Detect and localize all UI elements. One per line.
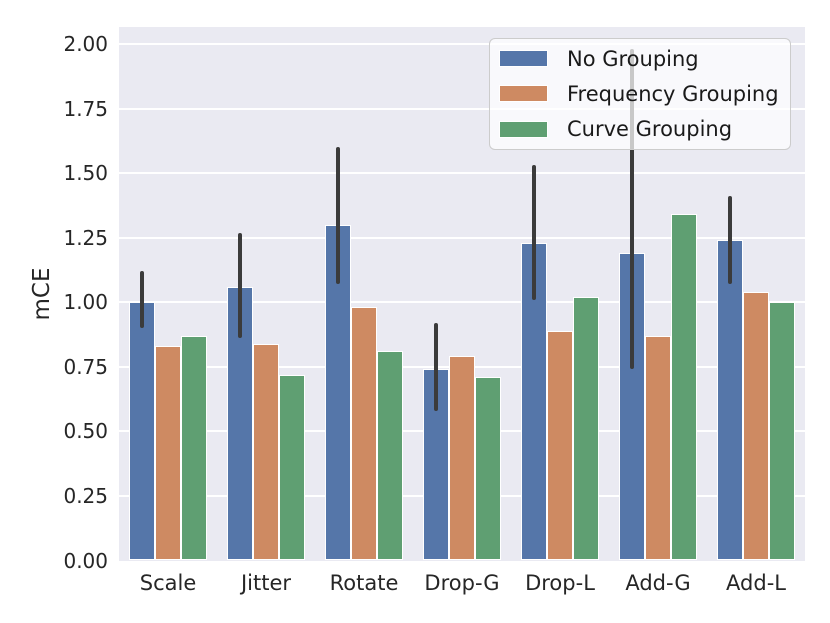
bar-drop-l-frequency-grouping [547, 330, 573, 561]
bar-scale-curve-grouping [181, 335, 208, 561]
error-bar-add-l [727, 196, 732, 285]
x-tick-label-drop-g: Drop-G [424, 570, 500, 595]
bar-add-g-curve-grouping [671, 214, 698, 561]
bar-rotate-frequency-grouping [351, 307, 377, 561]
error-bar-rotate [335, 147, 340, 285]
x-tick-label-scale: Scale [139, 570, 197, 595]
gridline [119, 107, 805, 110]
x-tick-label-rotate: Rotate [329, 570, 399, 595]
gridline [119, 236, 805, 239]
legend-swatch-icon [499, 120, 548, 138]
y-tick-label: 0.00 [63, 548, 108, 573]
bar-scale-no-grouping [128, 302, 155, 561]
y-tick-label: 0.50 [63, 419, 108, 444]
legend-label: No Grouping [567, 46, 699, 71]
x-tick-label-add-l: Add-L [726, 570, 786, 595]
bar-add-l-no-grouping [716, 240, 743, 561]
legend-label: Frequency Grouping [567, 81, 779, 106]
y-tick-label: 2.00 [63, 32, 108, 57]
x-tick-label-jitter: Jitter [240, 570, 292, 595]
bar-add-g-frequency-grouping [645, 335, 671, 561]
legend-swatch-icon [499, 50, 548, 68]
gridline [119, 301, 805, 304]
legend-item: Curve Grouping [499, 112, 781, 146]
error-bar-drop-g [433, 322, 438, 411]
error-bar-add-g [629, 49, 634, 370]
y-tick-label: 1.75 [63, 96, 108, 121]
bar-scale-frequency-grouping [155, 346, 181, 561]
bar-jitter-curve-grouping [279, 374, 306, 561]
error-bar-scale [139, 271, 144, 329]
y-tick-label: 1.00 [63, 290, 108, 315]
bar-rotate-curve-grouping [377, 351, 404, 561]
legend-item: Frequency Grouping [499, 77, 781, 111]
gridline [119, 172, 805, 175]
error-bar-jitter [237, 232, 242, 339]
bar-drop-g-curve-grouping [475, 377, 502, 561]
bar-drop-l-curve-grouping [573, 297, 600, 561]
y-tick-label: 0.75 [63, 354, 108, 379]
bar-jitter-frequency-grouping [253, 343, 279, 561]
bar-drop-g-frequency-grouping [449, 356, 475, 561]
bar-add-l-curve-grouping [769, 302, 796, 561]
legend-label: Curve Grouping [567, 117, 733, 142]
legend-item: No Grouping [499, 42, 781, 76]
gridline [119, 43, 805, 46]
y-tick-label: 1.50 [63, 161, 108, 186]
y-tick-label: 1.25 [63, 225, 108, 250]
legend: No Grouping Frequency Grouping Curve Group… [489, 38, 791, 150]
bar-add-l-frequency-grouping [743, 291, 769, 561]
legend-swatch-icon [499, 85, 548, 103]
y-tick-label: 0.25 [63, 483, 108, 508]
x-tick-label-add-g: Add-G [625, 570, 691, 595]
error-bar-drop-l [531, 165, 536, 300]
x-tick-label-drop-l: Drop-L [525, 570, 595, 595]
